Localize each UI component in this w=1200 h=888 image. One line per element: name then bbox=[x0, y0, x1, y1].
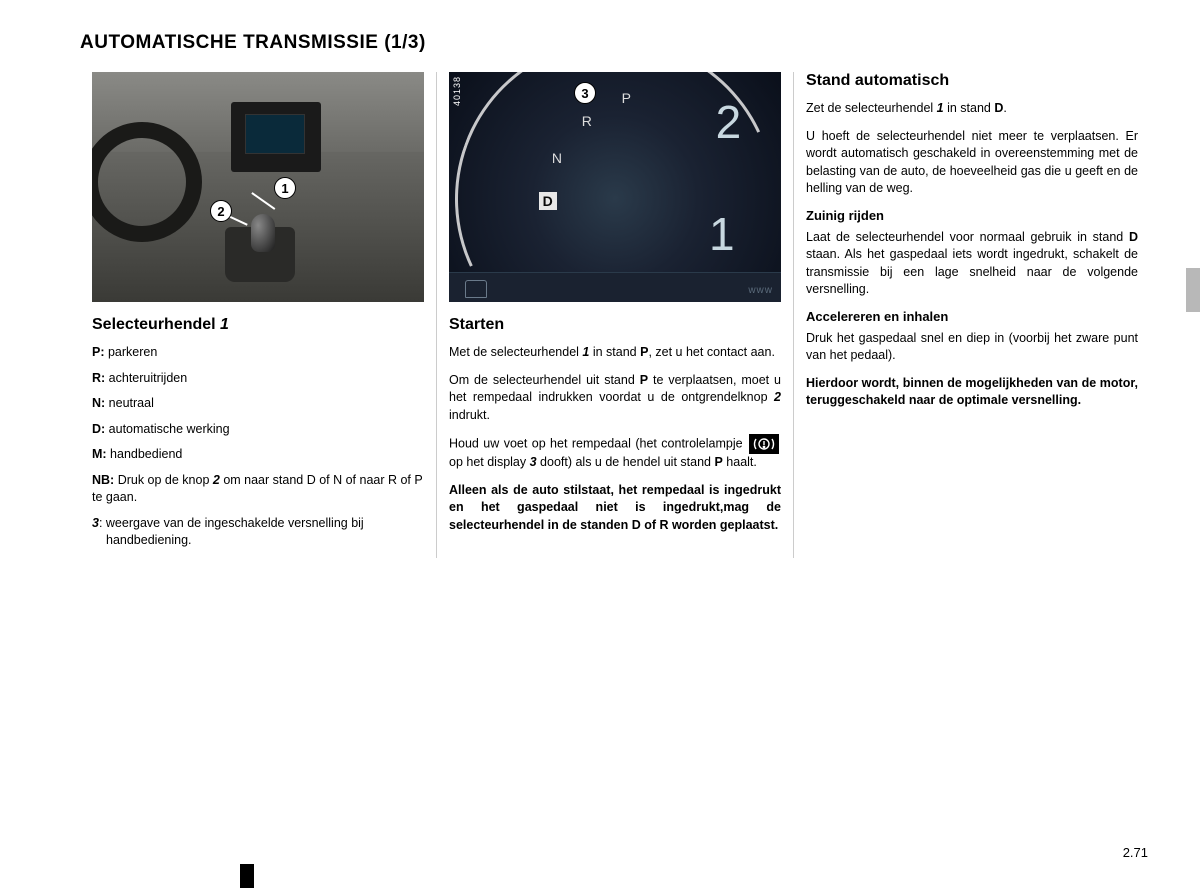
col3-p2: U hoeft de selecteurhendel niet meer te … bbox=[806, 128, 1138, 198]
note-nb: NB: Druk op de knop 2 om naar stand D of… bbox=[92, 472, 424, 507]
callout-1: 1 bbox=[274, 177, 296, 199]
thumb-tab bbox=[1186, 268, 1200, 312]
col3-p1: Zet de selecteurhendel 1 in stand D. bbox=[806, 100, 1138, 118]
col1-heading: Selecteurhendel 1 bbox=[92, 316, 424, 334]
footer-mark bbox=[240, 864, 254, 888]
def-d: D: automatische werking bbox=[92, 421, 424, 439]
def-n: N: neutraal bbox=[92, 395, 424, 413]
page-number: 2.71 bbox=[1123, 845, 1148, 860]
col2-p4: Alleen als de auto stilstaat, het remped… bbox=[449, 482, 781, 535]
content-columns: 40020 1 2 Selecteurhendel 1 P: parkeren … bbox=[80, 72, 1150, 558]
sub-zuinig: Zuinig rijden bbox=[806, 208, 1138, 223]
col2-p1: Met de selecteurhendel 1 in stand P, zet… bbox=[449, 344, 781, 362]
col3-heading: Stand automatisch bbox=[806, 72, 1138, 90]
page-title: AUTOMATISCHE TRANSMISSIE (1/3) bbox=[80, 32, 1150, 54]
col3-p5: Hierdoor wordt, binnen de mogelijkheden … bbox=[806, 375, 1138, 410]
col2-p3: Houd uw voet op het rempedaal (het contr… bbox=[449, 434, 781, 472]
manual-page: AUTOMATISCHE TRANSMISSIE (1/3) 40020 1 2… bbox=[0, 0, 1200, 578]
column-2: 40138 P R N D 2 1 www 3 Starten Met de s… bbox=[436, 72, 793, 558]
def-r: R: achteruitrijden bbox=[92, 370, 424, 388]
def-p: P: parkeren bbox=[92, 344, 424, 362]
col2-heading: Starten bbox=[449, 316, 781, 334]
sub-accelereren: Accelereren en inhalen bbox=[806, 309, 1138, 324]
column-1: 40020 1 2 Selecteurhendel 1 P: parkeren … bbox=[80, 72, 436, 558]
note-3: 3: weergave van de ingeschakelde versnel… bbox=[92, 515, 424, 550]
figure-code-2: 40138 bbox=[452, 76, 462, 106]
col2-p2: Om de selecteurhendel uit stand P te ver… bbox=[449, 372, 781, 425]
column-3: Stand automatisch Zet de selecteurhendel… bbox=[793, 72, 1150, 558]
callout-2: 2 bbox=[210, 200, 232, 222]
col3-p4: Druk het gaspedaal snel en diep in (voor… bbox=[806, 330, 1138, 365]
col3-p3: Laat de selecteurhendel voor normaal geb… bbox=[806, 229, 1138, 299]
brake-warning-icon bbox=[749, 434, 779, 454]
def-m: M: handbediend bbox=[92, 446, 424, 464]
callout-3: 3 bbox=[574, 82, 596, 104]
figure-gear-lever: 40020 1 2 bbox=[92, 72, 424, 302]
figure-cluster: 40138 P R N D 2 1 www 3 bbox=[449, 72, 781, 302]
